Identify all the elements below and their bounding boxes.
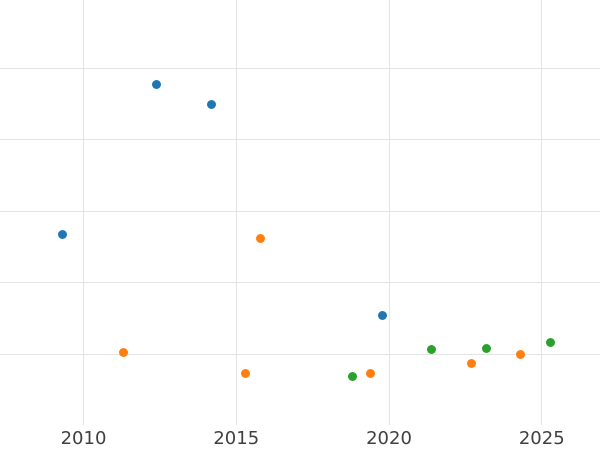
horizontal-gridline — [0, 210, 600, 212]
data-point-blue — [152, 80, 162, 90]
data-point-green — [482, 343, 492, 353]
data-point-green — [546, 337, 556, 347]
vertical-gridline — [83, 0, 84, 425]
x-tick-label: 2010 — [60, 428, 107, 449]
x-tick-label: 2015 — [213, 428, 260, 449]
data-point-green — [347, 372, 357, 382]
data-point-orange — [118, 347, 128, 357]
data-point-orange — [515, 350, 525, 359]
vertical-gridline — [388, 0, 390, 425]
data-point-blue — [207, 100, 217, 110]
x-tick-label: 2020 — [366, 428, 412, 449]
data-point-green — [427, 344, 437, 354]
data-point-blue — [378, 311, 388, 321]
horizontal-gridline — [0, 139, 600, 141]
data-point-blue — [57, 229, 67, 239]
vertical-gridline — [541, 0, 543, 425]
horizontal-gridline — [0, 282, 600, 284]
x-tick-label: 2025 — [518, 428, 565, 449]
data-point-orange — [366, 369, 376, 379]
data-point-orange — [240, 369, 250, 379]
horizontal-gridline — [0, 67, 600, 69]
vertical-gridline — [235, 0, 237, 425]
data-point-orange — [256, 234, 266, 243]
data-point-orange — [466, 359, 476, 369]
horizontal-gridline — [0, 354, 600, 355]
